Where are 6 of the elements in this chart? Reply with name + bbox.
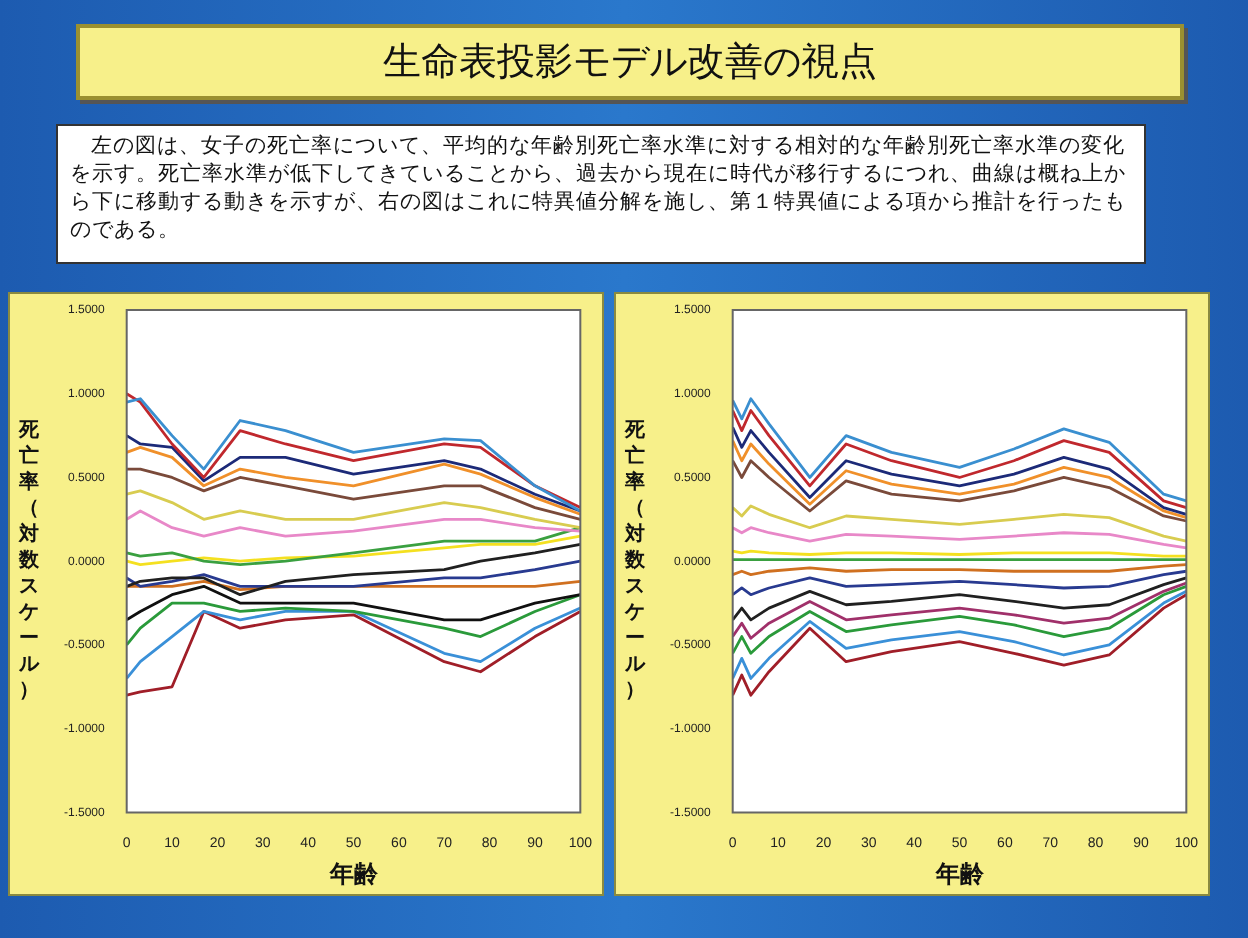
text: 生命表投影モデル改善の視点 — [76, 24, 1184, 100]
x-axis-title: 年齢 — [327, 860, 380, 889]
text: 死亡率（対数スケール） — [19, 420, 39, 702]
text: 左の図は、女子の死亡率について、平均的な年齢別死亡率水準に対する相対的な年齢別死亡率水準の変化を示す。死亡率水準が低下してきていることから、過去から現在に時代が移行するにつれ、曲線は概ね上から下に移動する動きを示すが、右の図はこれに特異値分解を施し、第１特異値による項から推計を行ったものである。 — [56, 124, 1146, 264]
x-axis-title: 年齢 — [933, 860, 986, 889]
text: 死亡率（対数スケール） — [625, 420, 645, 702]
